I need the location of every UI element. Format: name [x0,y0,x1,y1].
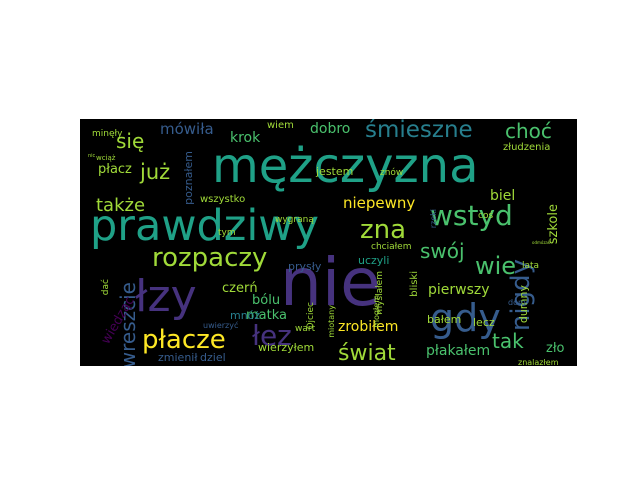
word-niepewny: niepewny [343,194,416,212]
word-sie: się [116,129,145,153]
word-lez: łez [252,319,292,352]
word-uwierzyc: uwierzyć [203,321,239,330]
word-prawdziwy: prawdziwy [90,201,319,251]
word-dac: dać [101,279,111,296]
word-jestem: jestem [316,165,354,178]
word-bliski: bliski [409,271,420,297]
word-znalazlem: znalazłem [518,358,559,367]
word-wygrana: wygraną [275,215,314,225]
word-placze: płacze [142,325,226,355]
word-wstyd: wstyd [430,199,513,232]
word-rzeki: rzeki [429,209,438,229]
word-zna: zna [360,215,407,245]
word-takze: także [96,195,146,216]
word-cloud: nie mężczyzna prawdziwy łzy gdy wstyd zn… [80,119,577,366]
word-tym: tym [218,228,236,238]
word-wie: wie [475,252,517,280]
word-tak: tak [492,329,524,353]
word-biel: biel [490,188,516,204]
word-ojciec: Ojciec [306,302,316,330]
word-matka: matka [246,308,287,323]
word-smieszne: śmieszne [365,119,473,143]
word-bolu: bólu [252,293,281,308]
word-mowila: mówiła [160,120,214,138]
word-wiem: wiem [267,120,294,131]
word-wierzylem: wierzyłem [258,341,315,354]
word-znow: znów [380,168,404,178]
word-mnoz: mnóż [230,309,261,322]
word-lzy: łzy [135,271,197,322]
word-zrobilem: zrobiłem [338,319,399,335]
word-chcialem: chciałem [371,242,412,252]
word-plakalem: płakałem [426,343,491,359]
word-wszystko: wszystko [200,194,246,205]
word-placz: płacz [98,162,132,177]
word-zlo: zło [546,341,565,356]
word-szkole: szkole [546,204,561,245]
word-dom: dom [508,298,526,307]
word-zludzenia: złudzenia [503,142,551,153]
word-moglem: mogłem [372,295,381,328]
word-lata: lata [522,261,540,271]
word-dobro: dobro [310,121,351,137]
word-lecz: lecz [473,316,495,329]
word-odmozak: odmózak [532,240,551,245]
word-choc: choć [505,119,552,143]
word-uczyli: uczyli [358,254,390,267]
word-poznalem: poznałem [182,151,195,205]
word-co: coś [478,211,494,221]
word-dziel: dziel [200,351,226,364]
word-balem: bałem [427,313,462,326]
word-wart: wart [295,324,316,334]
word-juz: już [140,160,171,184]
word-pierwszy: pierwszy [428,282,490,298]
word-czern: czerń [222,281,258,296]
word-minely: minęły [92,129,123,139]
word-mezczyzna: mężczyzna [212,138,479,194]
word-prysly: prysły [288,260,322,273]
word-nic: nic [88,153,96,159]
word-wciaz: wciąż [96,154,116,162]
word-gdy: gdy [430,296,501,340]
word-zmienil: zmienił [158,351,198,364]
word-krok: krok [230,130,261,146]
word-swoj: swój [420,239,465,263]
word-nie: nie [280,244,381,321]
word-miotany: miotany [327,305,336,338]
word-rozpaczy: rozpaczy [152,243,268,273]
word-swiat: świat [338,341,396,366]
